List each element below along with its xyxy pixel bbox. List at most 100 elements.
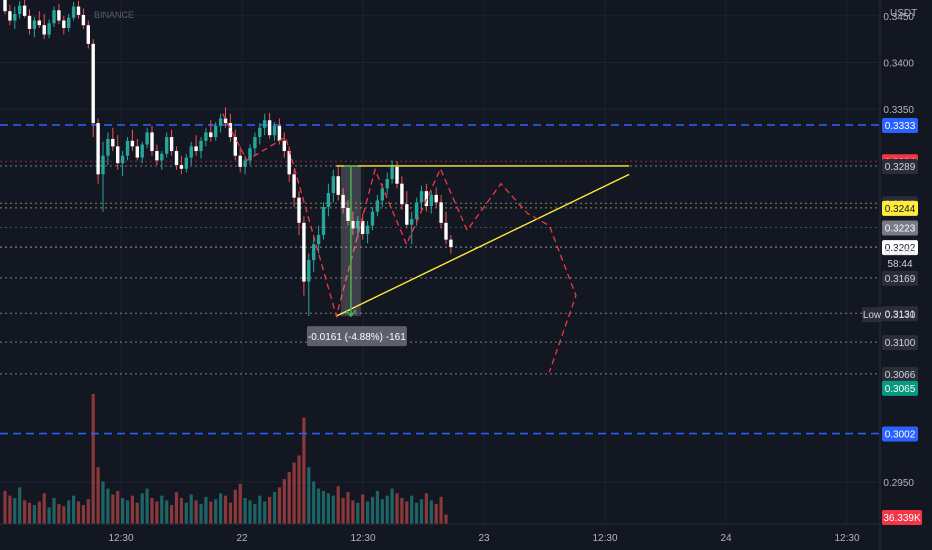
- volume-bar: [135, 502, 139, 524]
- volume-bar: [233, 489, 237, 524]
- candle-body: [307, 260, 311, 282]
- volume-bar: [356, 502, 360, 524]
- price-tags: 0.33330.32940.32890.32490.32440.32230.32…: [862, 117, 922, 525]
- candle-body: [140, 144, 144, 158]
- candle-body: [380, 188, 384, 201]
- volume-bar: [326, 493, 330, 524]
- time-axis-ticks: 12:302212:302312:302412:302512:302612:30…: [108, 533, 859, 544]
- candle-body: [76, 6, 81, 15]
- candle-body: [277, 125, 282, 141]
- candle-body: [18, 5, 22, 14]
- triangle-support-line[interactable]: [336, 173, 630, 317]
- candle-body: [165, 137, 169, 154]
- volume-bar: [429, 500, 433, 524]
- volume-bar: [317, 488, 321, 524]
- volume-bar: [390, 488, 394, 524]
- candle-body: [267, 120, 272, 136]
- time-axis-label: 12:30: [592, 533, 617, 544]
- volume-bar: [76, 501, 81, 524]
- volume-bar: [410, 495, 414, 524]
- candle-body: [189, 146, 193, 158]
- candle-body: [62, 20, 66, 28]
- volume-bar: [248, 500, 252, 524]
- volume-bar: [223, 495, 228, 524]
- volume-bar: [160, 495, 164, 524]
- candle-body: [302, 222, 306, 282]
- volume-bar: [415, 502, 419, 524]
- volume-bar: [91, 394, 95, 524]
- candle-body: [67, 17, 71, 28]
- candle-body: [321, 206, 326, 235]
- candle-body: [223, 118, 228, 124]
- volume-bar: [111, 494, 115, 524]
- candle-body: [361, 220, 365, 235]
- volume-bar: [62, 506, 66, 524]
- volume-bar: [282, 479, 286, 524]
- price-level-tag: [882, 270, 918, 286]
- volume-bar: [302, 417, 306, 524]
- volume-bar: [361, 494, 365, 524]
- drawings[interactable]: [222, 113, 630, 373]
- candle-body: [120, 155, 125, 164]
- price-axis-label: 0.3350: [883, 105, 914, 116]
- candle-body: [86, 25, 90, 44]
- volume-bar: [370, 496, 375, 524]
- volume-bar: [258, 495, 262, 524]
- volume-bar: [444, 514, 448, 524]
- current-price-value: 0.3200: [885, 247, 916, 258]
- candle-body: [282, 140, 286, 152]
- candle-body: [174, 151, 179, 166]
- candle-body: [312, 244, 316, 261]
- volume-bar: [130, 495, 134, 524]
- candle-body: [385, 179, 389, 189]
- candle-body: [184, 157, 188, 169]
- volume-bar: [47, 507, 51, 524]
- price-level-tag: [882, 335, 918, 351]
- price-level-value: 0.3002: [885, 430, 916, 441]
- candle-body: [439, 202, 443, 223]
- time-axis-label: 12:30: [108, 533, 133, 544]
- stop-price-tag: [882, 380, 918, 396]
- candle-body: [414, 202, 419, 220]
- volume-bar: [72, 495, 76, 524]
- candle-body: [336, 176, 340, 195]
- time-axis-label: 22: [236, 533, 248, 544]
- volume-bar: [228, 502, 232, 524]
- candle-body: [316, 234, 321, 245]
- volume-bar: [86, 499, 90, 524]
- volume-bars: [3, 394, 448, 524]
- measure-label: -0.0161 (-4.88%) -161: [308, 332, 406, 343]
- volume-bar: [179, 498, 183, 524]
- volume-bar: [434, 503, 438, 524]
- volume-bar: [37, 501, 41, 524]
- volume-bar: [204, 496, 208, 524]
- price-axis-label: 0.3450: [883, 12, 914, 23]
- measure-tools[interactable]: -0.0161 (-4.88%) -161-0.0158 (-4.89%) -1…: [306, 165, 932, 405]
- candle-body: [375, 200, 380, 212]
- candle-body: [135, 146, 139, 158]
- candle-body: [395, 166, 399, 184]
- volume-bar: [366, 501, 370, 524]
- low-value: 0.3130: [885, 310, 916, 321]
- volume-bar: [346, 492, 350, 524]
- volume-bar: [209, 501, 213, 524]
- candle-body: [292, 174, 296, 198]
- volume-bar: [419, 499, 424, 524]
- candle-body: [351, 220, 355, 229]
- candle-body: [199, 140, 203, 152]
- price-level-value: 0.3289: [885, 162, 916, 173]
- candle-body: [238, 155, 242, 167]
- candle-body: [106, 138, 110, 156]
- volume-bar: [424, 493, 428, 524]
- candle-body: [331, 176, 335, 194]
- candle-body: [248, 148, 252, 161]
- price-level-tag: [882, 220, 918, 236]
- time-axis-label: 23: [478, 533, 490, 544]
- volume-bar: [170, 505, 174, 524]
- candle-body: [42, 25, 46, 35]
- candle-body: [47, 23, 51, 35]
- symbol-legend: BINANCE: [94, 10, 134, 20]
- candle-body: [228, 123, 233, 138]
